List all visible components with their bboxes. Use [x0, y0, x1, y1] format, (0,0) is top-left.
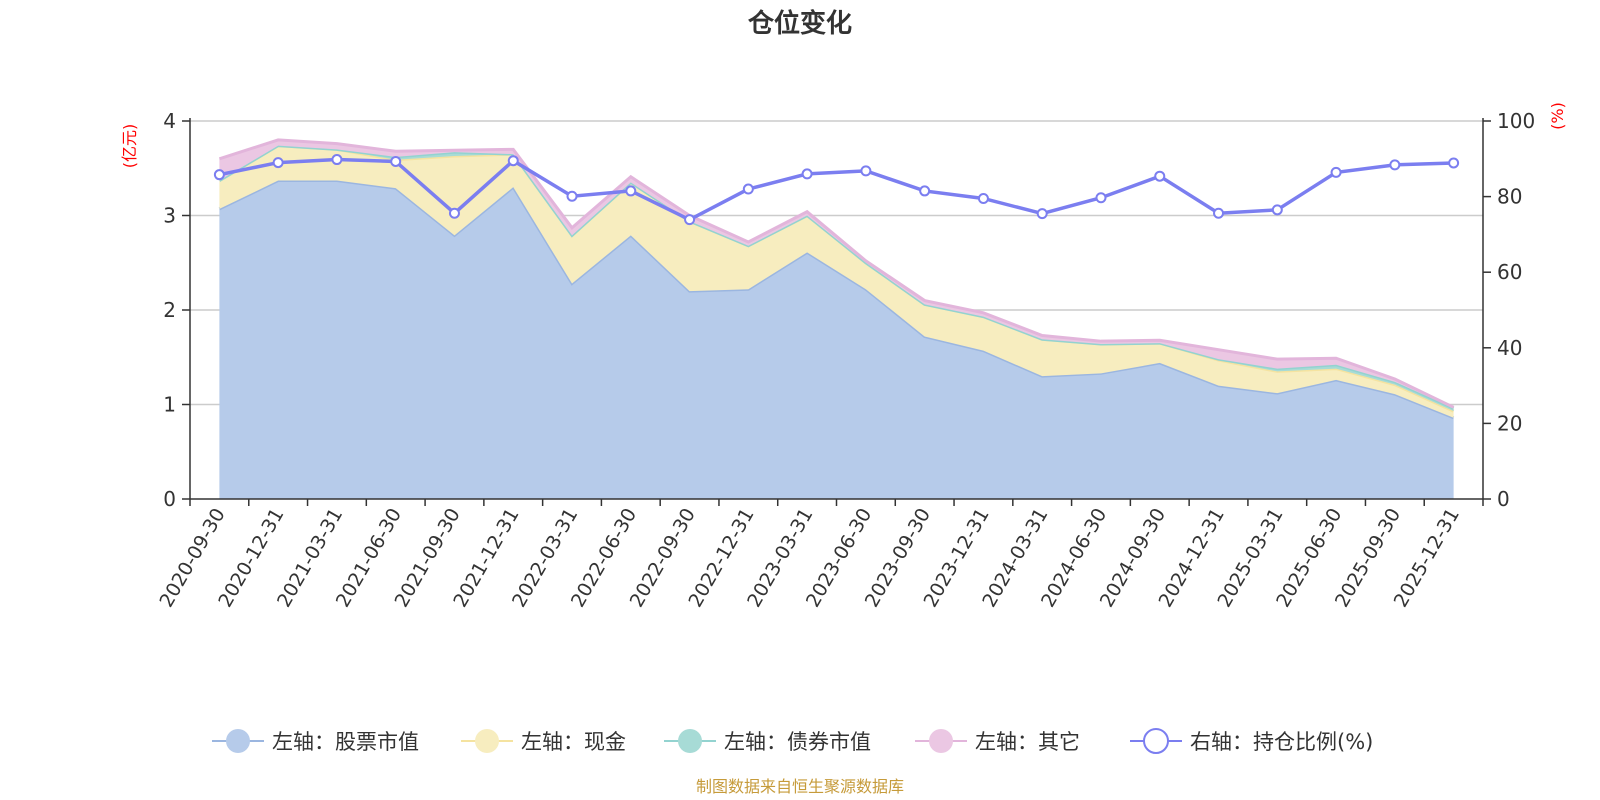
line-point	[1213, 207, 1225, 219]
legend-swatch-marker	[1143, 728, 1169, 754]
right-axis-tick-label: 20	[1497, 411, 1522, 435]
area-series-0	[219, 180, 1454, 499]
chart-title: 仓位变化	[747, 8, 852, 39]
line-point	[331, 154, 343, 166]
right-axis-tick-label: 60	[1497, 260, 1522, 284]
area-edge-series-3	[218, 138, 1455, 409]
line-point	[801, 168, 813, 180]
right-axis-tick-label: 80	[1497, 185, 1522, 209]
line-point	[448, 207, 460, 219]
legend-label: 左轴：现金	[521, 730, 626, 754]
legend-item-3: 左轴：其它	[915, 729, 1080, 754]
line-point	[919, 185, 931, 197]
line-point	[1154, 170, 1166, 182]
legend-swatch-marker	[226, 729, 250, 753]
legend-item-0: 左轴：股票市值	[212, 729, 419, 754]
legend-label: 右轴：持仓比例(%)	[1190, 730, 1373, 754]
left-axis-unit: (亿元)	[120, 124, 139, 169]
legend-swatch-marker	[929, 729, 953, 753]
legend-item-4: 右轴：持仓比例(%)	[1130, 728, 1373, 754]
legend-label: 左轴：债券市值	[724, 730, 871, 754]
right-axis-tick-label: 0	[1497, 487, 1510, 511]
legend-swatch-marker	[678, 729, 702, 753]
right-axis-unit: (%)	[1548, 102, 1567, 130]
legend-label: 左轴：股票市值	[272, 730, 419, 754]
line-series-4	[219, 157, 1454, 222]
line-point	[213, 169, 225, 181]
left-axis-tick-label: 0	[163, 487, 176, 511]
line-point	[272, 157, 284, 169]
left-axis-tick-label: 3	[163, 204, 176, 228]
line-point	[390, 155, 402, 167]
left-axis-tick-label: 4	[163, 109, 176, 133]
line-point	[507, 155, 519, 167]
line-point	[1036, 208, 1048, 220]
legend: 左轴：股票市值 左轴：现金 左轴：债券市值 左轴：其它 右轴：持仓比例(%)	[212, 728, 1373, 754]
line-point	[1389, 159, 1401, 171]
line-point	[1448, 157, 1460, 169]
data-source-note: 制图数据来自恒生聚源数据库	[696, 777, 904, 796]
area-series-1	[219, 145, 1454, 418]
right-axis-tick-label: 100	[1497, 109, 1535, 133]
right-axis-tick-label: 40	[1497, 336, 1522, 360]
line-point	[566, 190, 578, 202]
line-point	[684, 214, 696, 226]
line-layer	[213, 154, 1460, 226]
legend-label: 左轴：其它	[975, 730, 1080, 754]
line-point	[742, 183, 754, 195]
legend-item-2: 左轴：债券市值	[664, 729, 871, 754]
line-point	[977, 192, 989, 204]
line-point	[1095, 192, 1107, 204]
legend-item-1: 左轴：现金	[461, 729, 626, 754]
legend-swatch-marker	[475, 729, 499, 753]
left-axis-tick-label: 2	[163, 298, 176, 322]
left-axis-tick-label: 1	[163, 393, 176, 417]
line-point	[860, 165, 872, 177]
line-point	[625, 185, 637, 197]
line-point	[1271, 204, 1283, 216]
area-layer	[218, 138, 1455, 499]
line-point	[1330, 166, 1342, 178]
